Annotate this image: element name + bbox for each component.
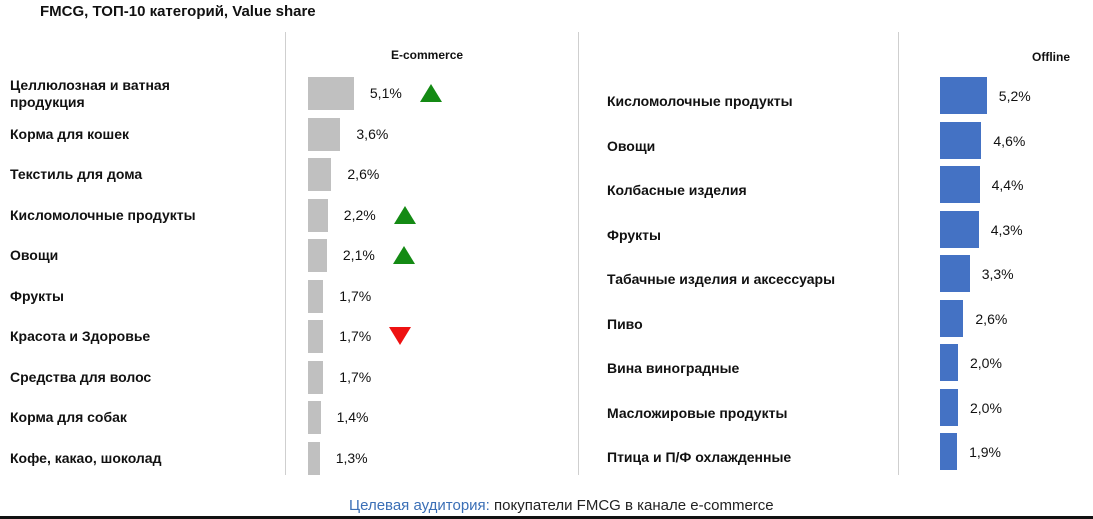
ecommerce-bar [308, 441, 320, 475]
ecommerce-header: E-commerce [391, 48, 464, 62]
ecommerce-value-label: 2,6% [347, 166, 380, 182]
offline-bar [940, 299, 964, 337]
offline-bar [940, 77, 987, 114]
ecommerce-bar [308, 401, 321, 434]
divider-offline [898, 32, 899, 475]
ecommerce-value-label: 2,2% [343, 206, 376, 223]
offline-value-label: 2,0% [970, 399, 1002, 416]
ecommerce-value-label: 1,4% [336, 409, 369, 425]
ecommerce-value-label: 1,7% [339, 328, 372, 344]
offline-value-label: 2,0% [970, 355, 1002, 371]
offline-category-label: Пиво [607, 315, 643, 332]
offline-bar [940, 166, 980, 203]
ecommerce-value-label: 1,7% [339, 287, 372, 304]
offline-category-label: Овощи [607, 137, 656, 154]
offline-category-label: Птица и П/Ф охлажденные [607, 449, 792, 465]
trend-up-icon [393, 205, 416, 224]
ecommerce-category-label: Текстиль для дома [10, 166, 143, 182]
offline-value-label: 4,6% [993, 132, 1026, 149]
ecommerce-category-label: Корма для собак [10, 409, 127, 425]
offline-value-label: 4,4% [991, 177, 1024, 193]
offline-bar [940, 121, 982, 159]
offline-value-label: 3,3% [981, 266, 1014, 282]
ecommerce-category-label: Овощи [10, 247, 59, 263]
offline-category-label: Кисломолочные продукты [607, 93, 793, 109]
offline-category-label: Табачные изделия и аксессуары [607, 271, 836, 287]
offline-value-label: 5,2% [998, 88, 1031, 104]
offline-category-label: Масложировые продукты [607, 404, 788, 421]
trend-up-icon [392, 246, 415, 264]
ecommerce-value-label: 5,1% [369, 85, 402, 101]
bottom-rule [0, 516, 1093, 519]
trend-down-icon [389, 327, 412, 345]
offline-category-label: Колбасные изделия [607, 182, 747, 198]
offline-value-label: 4,3% [990, 221, 1023, 238]
ecommerce-bar [308, 77, 354, 110]
ecommerce-bar [308, 320, 324, 353]
offline-bar [940, 210, 979, 248]
ecommerce-bar [308, 198, 328, 232]
offline-bar [940, 388, 958, 426]
ecommerce-value-label: 3,6% [356, 125, 389, 142]
divider-middle [578, 32, 579, 475]
ecommerce-bar [308, 279, 324, 313]
offline-category-label: Фрукты [607, 226, 661, 243]
ecommerce-category-label: Фрукты [10, 287, 64, 304]
offline-header: Offline [1032, 50, 1070, 64]
footer-audience-label: Целевая аудитория: [349, 497, 490, 514]
offline-bar [940, 433, 958, 470]
offline-value-label: 2,6% [975, 310, 1008, 327]
trend-up-icon [419, 84, 442, 102]
offline-category-label: Вина виноградные [607, 360, 740, 376]
ecommerce-value-label: 1,7% [339, 368, 372, 385]
ecommerce-bar [308, 117, 341, 151]
ecommerce-category-label: Корма для кошек [10, 125, 129, 142]
footer-note: Целевая аудитория: покупатели FMCG в кан… [349, 497, 774, 514]
ecommerce-value-label: 1,3% [335, 449, 368, 466]
offline-bar [940, 344, 958, 381]
offline-value-label: 1,9% [969, 444, 1002, 460]
ecommerce-bar [308, 239, 327, 272]
chart-title: FMCG, ТОП-10 категорий, Value share [40, 3, 316, 20]
ecommerce-value-label: 2,1% [342, 247, 375, 263]
ecommerce-category-label: Кисломолочные продукты [10, 206, 196, 223]
offline-bar [940, 255, 970, 292]
divider-ecommerce [285, 32, 286, 475]
ecommerce-category-label: Кофе, какао, шоколад [10, 449, 162, 466]
ecommerce-category-label: Средства для волос [10, 368, 152, 385]
ecommerce-bar [308, 158, 332, 191]
ecommerce-category-label: Целлюлозная и ватная продукция [10, 77, 170, 110]
ecommerce-bar [308, 360, 324, 394]
ecommerce-category-label: Красота и Здоровье [10, 328, 151, 344]
footer-audience-text: покупатели FMCG в канале e-commerce [489, 497, 774, 514]
